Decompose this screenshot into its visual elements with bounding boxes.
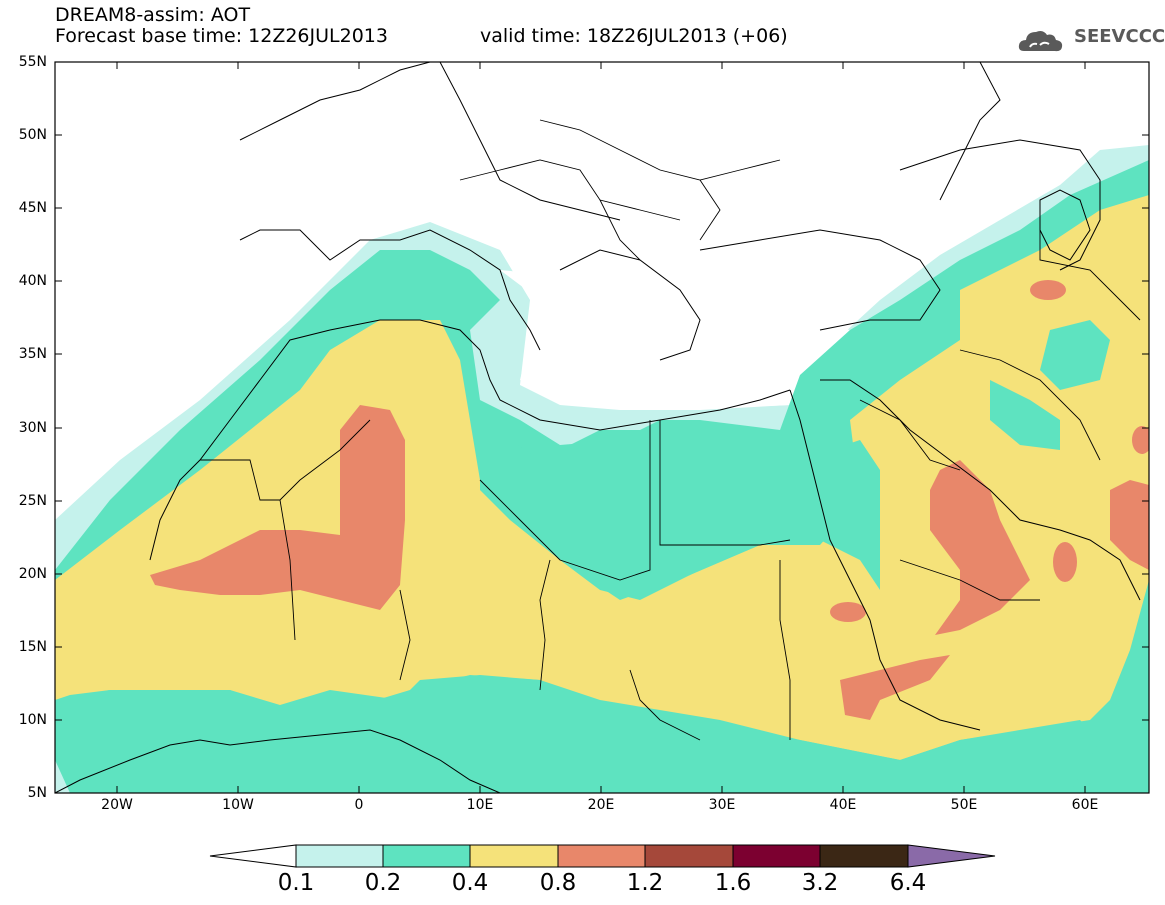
lon-label-40e: 40E	[829, 797, 857, 813]
coastlines	[55, 62, 1141, 793]
lat-label-20n: 20N	[18, 566, 47, 582]
seevccc-logo-text: SEEVCCC	[1074, 26, 1165, 47]
lon-label-10e: 10E	[466, 797, 494, 813]
colorbar-label-3-2: 3.2	[801, 870, 839, 896]
colorbar	[209, 844, 996, 868]
colorbar-swatch-32-64	[819, 844, 909, 868]
lat-label-30n: 30N	[18, 420, 47, 436]
colorbar-label-6-4: 6.4	[889, 870, 927, 896]
lon-label-0: 0	[354, 797, 364, 813]
lat-label-55n: 55N	[18, 54, 47, 70]
aot-field	[55, 62, 1149, 793]
colorbar-label-0-2: 0.2	[364, 870, 402, 896]
lon-label-50e: 50E	[950, 797, 978, 813]
aot-region-02-04-sahel	[55, 675, 1100, 793]
lat-label-25n: 25N	[18, 493, 47, 509]
aot-region-08-12-iran	[1132, 426, 1149, 454]
aot-region-04-08-nigeria	[260, 653, 340, 677]
lon-label-10w: 10W	[222, 797, 254, 813]
colorbar-label-0-8: 0.8	[539, 870, 577, 896]
aot-region-08-12-caspian	[1030, 280, 1066, 300]
colorbar-swatch-04-08	[469, 844, 559, 868]
map-title: DREAM8-assim: AOT	[55, 4, 251, 26]
aot-region-02-04-iran	[990, 380, 1060, 450]
lat-label-40n: 40N	[18, 273, 47, 289]
aot-region-08-12-yemen	[840, 655, 950, 720]
aot-region-02-04-arabia	[1040, 320, 1110, 390]
aot-region-mediterranean	[500, 270, 850, 408]
valid-time: valid time: 18Z26JUL2013 (+06)	[480, 25, 788, 47]
colorbar-swatch-gt64	[907, 844, 996, 868]
lat-label-50n: 50N	[18, 127, 47, 143]
aot-region-08-12-sudan	[830, 602, 866, 622]
colorbar-swatch-02-04	[382, 844, 471, 868]
cloud-icon	[1018, 31, 1063, 52]
lon-label-20e: 20E	[587, 797, 615, 813]
colorbar-label-0-4: 0.4	[451, 870, 489, 896]
axis-ticks	[55, 61, 1149, 793]
borders	[200, 119, 1141, 741]
lat-label-10n: 10N	[18, 712, 47, 728]
lon-label-20w: 20W	[101, 797, 133, 813]
colorbar-swatch-lt01	[209, 844, 297, 868]
lat-label-15n: 15N	[18, 639, 47, 655]
lat-label-45n: 45N	[18, 200, 47, 216]
aot-region-04-08	[55, 195, 1149, 760]
aot-region-08-12-east	[1110, 480, 1149, 570]
colorbar-label-1-2: 1.2	[626, 870, 664, 896]
aot-region-02-04-central	[480, 420, 880, 600]
aot-region-08-12-arabia	[930, 460, 1030, 635]
colorbar-swatch-16-32	[732, 844, 821, 868]
aot-region-08-12-oman	[1053, 542, 1077, 582]
colorbar-swatch-12-16	[644, 844, 734, 868]
lat-label-35n: 35N	[18, 346, 47, 362]
lat-label-5n: 5N	[27, 785, 47, 801]
aot-region-08-12-west-sahara	[150, 405, 405, 610]
colorbar-label-0-1: 0.1	[277, 870, 315, 896]
lon-label-30e: 30E	[708, 797, 736, 813]
lon-label-60e: 60E	[1071, 797, 1099, 813]
colorbar-swatch-08-12	[557, 844, 646, 868]
colorbar-label-1-6: 1.6	[714, 870, 752, 896]
forecast-base-time: Forecast base time: 12Z26JUL2013	[55, 25, 388, 47]
colorbar-swatch-01-02	[295, 844, 384, 868]
